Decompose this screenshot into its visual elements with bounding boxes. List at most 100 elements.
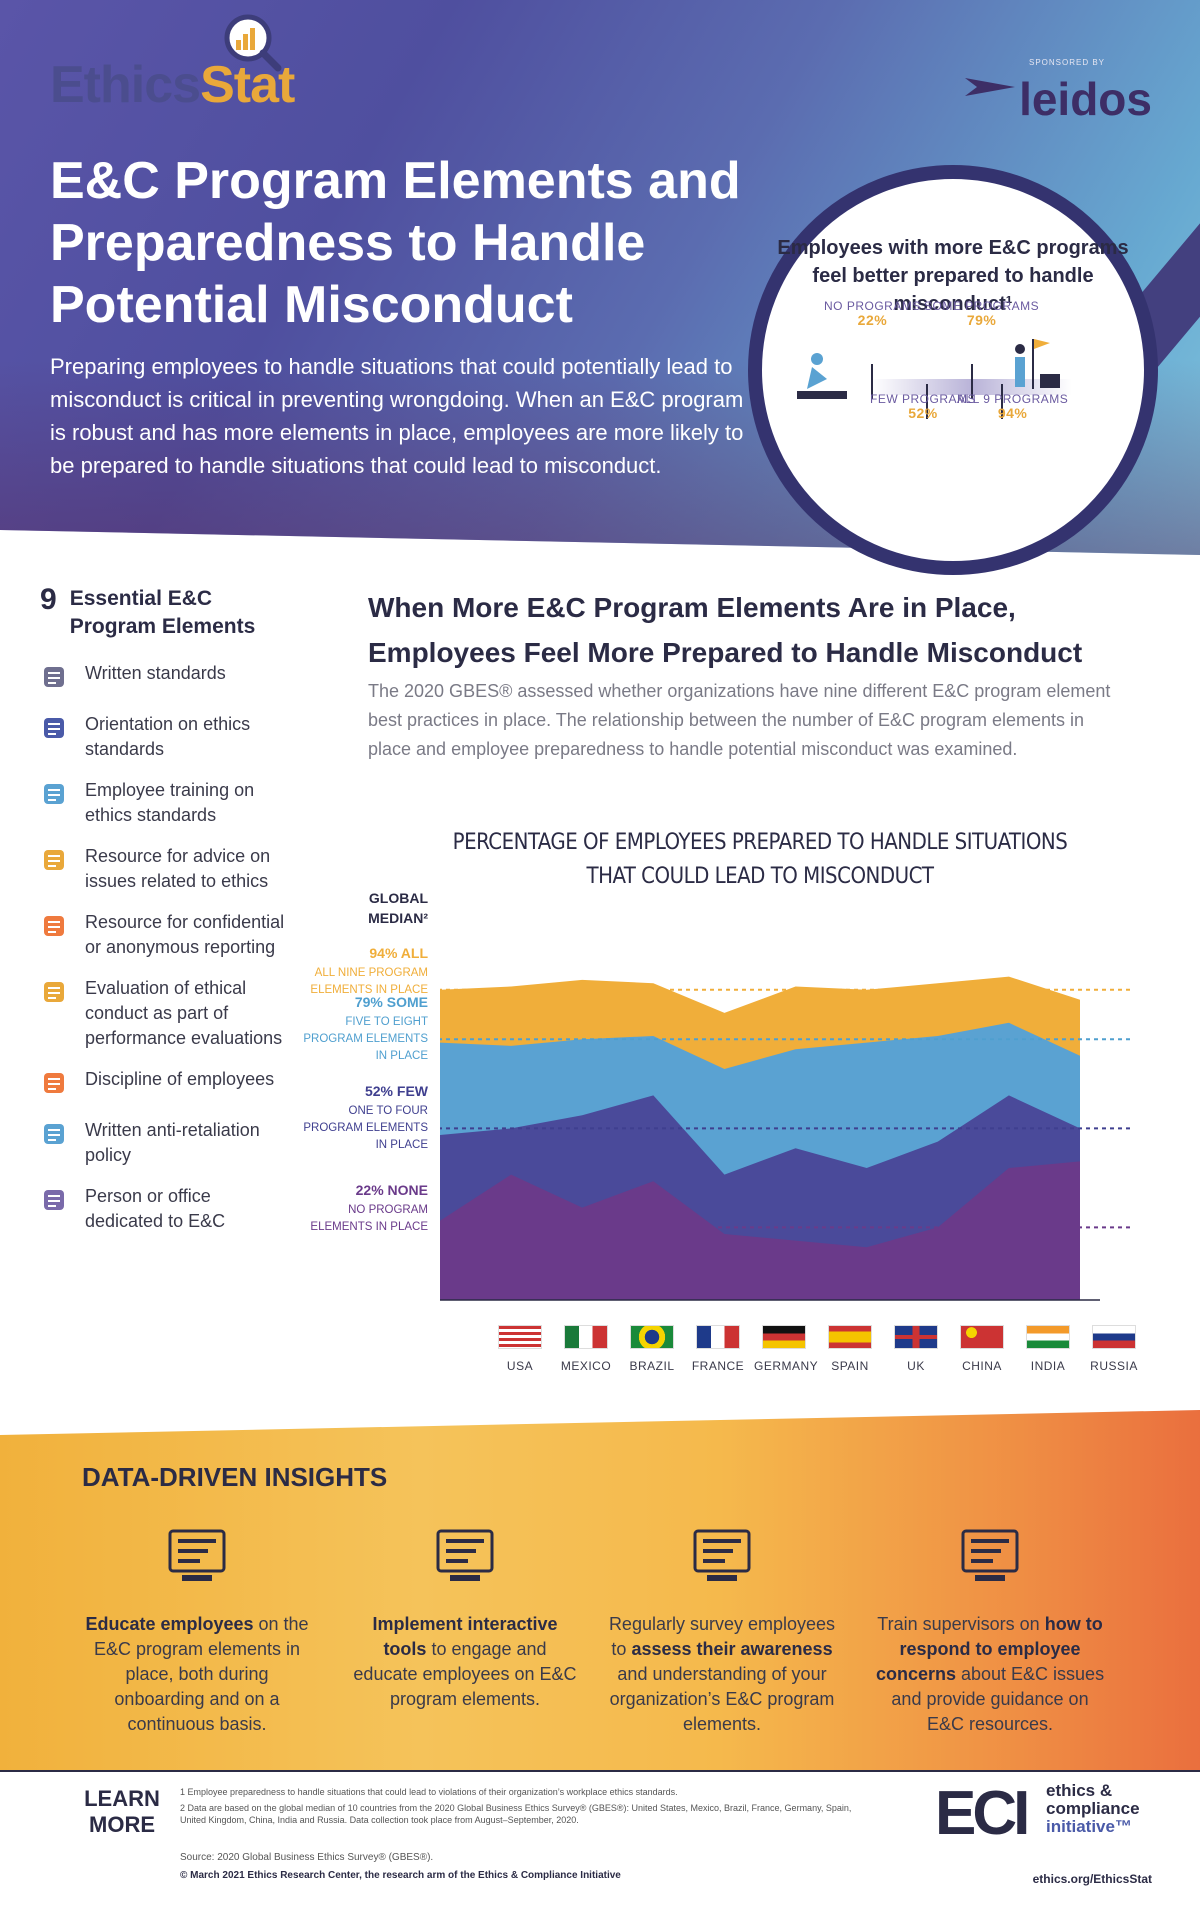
reference-desc: ALL NINE PROGRAM ELEMENTS IN PLACE	[310, 966, 428, 996]
program-element-label: Written standards	[85, 663, 226, 683]
country-label: UK	[886, 1325, 946, 1373]
reference-percent: 52% FEW	[364, 1083, 428, 1100]
sponsor-logo: leidos	[1019, 73, 1152, 125]
callout-all-programs: ALL 9 PROGRAMS 94%	[957, 392, 1069, 421]
callout-few-programs: FEW PROGRAMS 52%	[870, 392, 977, 421]
program-element-item: Orientation on ethics standards	[40, 712, 290, 762]
presenter-icon	[40, 712, 85, 747]
x-tick-label: SPAIN	[831, 1359, 869, 1373]
notepad-pencil-icon	[961, 1529, 1019, 1581]
insight-text: Implement interactive tools to engage an…	[353, 1614, 577, 1709]
callout-no-programs: NO PROGRAMS 22%	[824, 299, 921, 328]
intro-text: Preparing employees to handle situations…	[50, 354, 744, 478]
head-gear-icon	[40, 1118, 85, 1153]
books-icon	[40, 844, 85, 879]
program-element-label: Discipline of employees	[85, 1069, 275, 1089]
insight-text: Train supervisors on how to respond to e…	[875, 1614, 1105, 1734]
insight-card: Regularly survey employees to assess the…	[607, 1525, 837, 1737]
program-element-item: Written standards	[40, 661, 290, 696]
elements-count: 9	[40, 583, 57, 616]
country-label: RUSSIA	[1084, 1325, 1144, 1373]
eci-logo: ECI	[935, 1779, 1030, 1848]
reference-label: 94% ALL ALL NINE PROGRAM ELEMENTS IN PLAC…	[290, 945, 428, 999]
classroom-icon	[168, 1529, 226, 1581]
callout-circle: Employees with more E&C programs feel be…	[748, 165, 1158, 575]
insights-title: DATA-DRIVEN INSIGHTS	[82, 1462, 388, 1492]
area-series-3	[440, 1161, 1080, 1300]
country-label: SPAIN	[820, 1325, 880, 1373]
program-elements-list: 9 Essential E&C Program Elements Written…	[40, 585, 290, 1250]
x-tick-label: USA	[506, 1359, 534, 1373]
learn-more-heading: LEARN MORE	[84, 1786, 160, 1837]
mexico-flag-icon	[564, 1325, 608, 1349]
country-label: INDIA	[1018, 1325, 1078, 1373]
program-element-label: Person or office dedicated to E&C	[85, 1186, 226, 1231]
insight-card: Implement interactive tools to engage an…	[350, 1525, 580, 1712]
section-title: When More E&C Program Elements Are in Pl…	[368, 592, 1083, 668]
program-element-item: Written anti-retaliation policy	[40, 1118, 290, 1168]
brazil-flag-icon	[630, 1325, 674, 1349]
elements-title: Essential E&C Program Elements	[69, 587, 256, 638]
source-text: Source: 2020 Global Business Ethics Surv…	[180, 1852, 434, 1863]
x-tick-label: INDIA	[1030, 1359, 1066, 1373]
ethicsstat-logo: EthicsStat	[50, 56, 295, 114]
x-tick-label: FRANCE	[691, 1359, 745, 1373]
france-flag-icon	[696, 1325, 740, 1349]
program-element-item: Person or office dedicated to E&C	[40, 1184, 290, 1234]
x-tick-label: CHINA	[962, 1359, 1002, 1373]
callout-some-programs: SOME PROGRAMS 79%	[924, 299, 1040, 328]
insight-text: Regularly survey employees to assess the…	[608, 1614, 836, 1734]
insights-band	[0, 1410, 1200, 1770]
magnifier-chart-icon	[224, 14, 282, 72]
training-group-icon	[40, 778, 85, 813]
program-element-label: Written anti-retaliation policy	[85, 1120, 260, 1165]
legend-title: GLOBAL MEDIAN²	[368, 890, 428, 926]
country-label: CHINA	[952, 1325, 1012, 1373]
x-tick-label: GERMANY	[754, 1359, 819, 1373]
footer	[0, 1770, 1200, 1920]
tablet-list-icon	[436, 1529, 494, 1581]
elements-header: 9 Essential E&C Program Elements	[40, 585, 290, 641]
program-element-item: Evaluation of ethical conduct as part of…	[40, 976, 290, 1051]
x-tick-label: MEXICO	[560, 1359, 612, 1373]
germany-flag-icon	[762, 1325, 806, 1349]
insight-card: Train supervisors on how to respond to e…	[875, 1525, 1105, 1737]
program-element-label: Employee training on ethics standards	[85, 780, 255, 825]
usa-flag-icon	[498, 1325, 542, 1349]
program-element-label: Evaluation of ethical conduct as part of…	[85, 978, 283, 1048]
evaluation-grid-icon	[40, 976, 85, 1011]
chart-title: PERCENTAGE OF EMPLOYEES PREPARED TO HAND…	[452, 830, 1068, 889]
china-flag-icon	[960, 1325, 1004, 1349]
website-link[interactable]: ethics.org/EthicsStat	[1032, 1872, 1152, 1886]
x-tick-label: RUSSIA	[1090, 1359, 1138, 1373]
callout-heading: Employees with more E&C programs feel be…	[777, 237, 1129, 315]
reference-percent: 79% SOME	[354, 994, 428, 1011]
clipboard-icon	[40, 661, 85, 696]
reference-desc: ONE TO FOUR PROGRAM ELEMENTS IN PLACE	[303, 1105, 428, 1152]
x-tick-label: UK	[907, 1359, 925, 1373]
country-label: GERMANY	[754, 1325, 819, 1373]
lock-folder-icon	[40, 910, 85, 945]
country-label: USA	[490, 1325, 550, 1373]
reference-desc: NO PROGRAM ELEMENTS IN PLACE	[310, 1204, 428, 1234]
stop-hand-icon	[40, 1067, 85, 1102]
country-label: BRAZIL	[622, 1325, 682, 1373]
page-title: E&C Program Elements and Preparedness to…	[50, 152, 741, 334]
reference-label: 79% SOME FIVE TO EIGHT PROGRAM ELEMENTS I…	[290, 994, 428, 1065]
x-tick-label: BRAZIL	[629, 1359, 675, 1373]
reference-label: 52% FEW ONE TO FOUR PROGRAM ELEMENTS IN P…	[290, 1083, 428, 1154]
spain-flag-icon	[828, 1325, 872, 1349]
area-chart	[440, 976, 1130, 1301]
uk-flag-icon	[894, 1325, 938, 1349]
program-element-item: Resource for confidential or anonymous r…	[40, 910, 290, 960]
insight-text: Educate employees on the E&C program ele…	[85, 1614, 309, 1734]
country-label: MEXICO	[556, 1325, 616, 1373]
russia-flag-icon	[1092, 1325, 1136, 1349]
country-label: FRANCE	[688, 1325, 748, 1373]
person-icon	[40, 1184, 85, 1219]
program-element-label: Orientation on ethics standards	[85, 714, 251, 759]
reference-label: 22% NONE NO PROGRAM ELEMENTS IN PLACE	[290, 1182, 428, 1236]
footnote-2: 2 Data are based on the global median of…	[180, 1803, 852, 1825]
program-element-item: Discipline of employees	[40, 1067, 290, 1102]
india-flag-icon	[1026, 1325, 1070, 1349]
